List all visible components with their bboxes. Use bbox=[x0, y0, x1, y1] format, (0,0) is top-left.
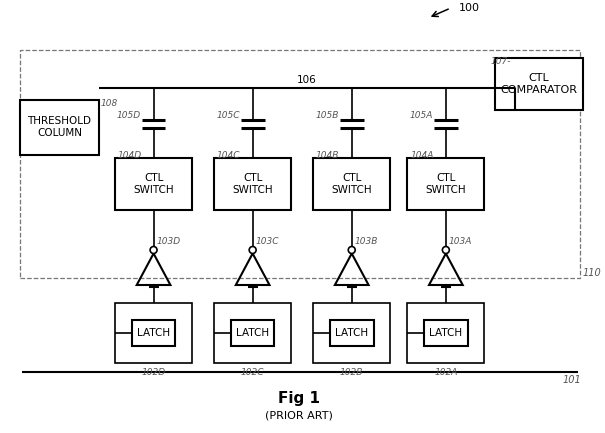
Bar bbox=[424, 320, 468, 346]
Bar bbox=[214, 303, 291, 363]
Text: 104B: 104B bbox=[316, 151, 339, 159]
Bar bbox=[495, 58, 583, 110]
Text: 104C: 104C bbox=[217, 151, 240, 159]
Text: LATCH: LATCH bbox=[137, 328, 170, 338]
Text: 103A: 103A bbox=[449, 237, 472, 246]
Text: 102B: 102B bbox=[340, 368, 364, 377]
Bar bbox=[313, 303, 390, 363]
Text: 104D: 104D bbox=[118, 151, 142, 159]
Text: CTL
SWITCH: CTL SWITCH bbox=[133, 173, 174, 195]
Bar bbox=[132, 320, 175, 346]
Text: 102C: 102C bbox=[241, 368, 264, 377]
Text: THRESHOLD
COLUMN: THRESHOLD COLUMN bbox=[27, 116, 91, 138]
Text: 107-: 107- bbox=[491, 58, 511, 67]
Bar bbox=[231, 320, 275, 346]
Bar bbox=[407, 303, 485, 363]
Text: 100: 100 bbox=[459, 3, 480, 13]
Bar bbox=[20, 100, 99, 155]
Text: 105C: 105C bbox=[216, 112, 240, 120]
Text: 103C: 103C bbox=[256, 237, 279, 246]
Bar bbox=[407, 158, 485, 210]
Text: 103B: 103B bbox=[355, 237, 378, 246]
Text: CTL
SWITCH: CTL SWITCH bbox=[332, 173, 372, 195]
Text: CTL
COMPARATOR: CTL COMPARATOR bbox=[500, 73, 578, 95]
Bar bbox=[115, 158, 192, 210]
Text: 110: 110 bbox=[583, 268, 601, 278]
Text: LATCH: LATCH bbox=[430, 328, 462, 338]
Text: 104A: 104A bbox=[410, 151, 434, 159]
Text: 102A: 102A bbox=[434, 368, 457, 377]
Text: 102D: 102D bbox=[142, 368, 166, 377]
Bar bbox=[330, 320, 373, 346]
Text: 101: 101 bbox=[563, 375, 581, 385]
Text: 105B: 105B bbox=[315, 112, 339, 120]
Text: 103D: 103D bbox=[157, 237, 181, 246]
Text: LATCH: LATCH bbox=[236, 328, 269, 338]
Bar bbox=[214, 158, 291, 210]
Text: Fig 1: Fig 1 bbox=[278, 391, 320, 405]
Text: CTL
SWITCH: CTL SWITCH bbox=[425, 173, 466, 195]
Text: 108: 108 bbox=[101, 100, 119, 109]
Text: CTL
SWITCH: CTL SWITCH bbox=[232, 173, 273, 195]
Bar bbox=[20, 50, 580, 278]
Text: 105A: 105A bbox=[410, 112, 433, 120]
Text: LATCH: LATCH bbox=[335, 328, 368, 338]
Bar bbox=[115, 303, 192, 363]
Text: (PRIOR ART): (PRIOR ART) bbox=[265, 410, 333, 420]
Text: 105D: 105D bbox=[117, 112, 141, 120]
Text: 106: 106 bbox=[297, 75, 317, 85]
Bar bbox=[313, 158, 390, 210]
